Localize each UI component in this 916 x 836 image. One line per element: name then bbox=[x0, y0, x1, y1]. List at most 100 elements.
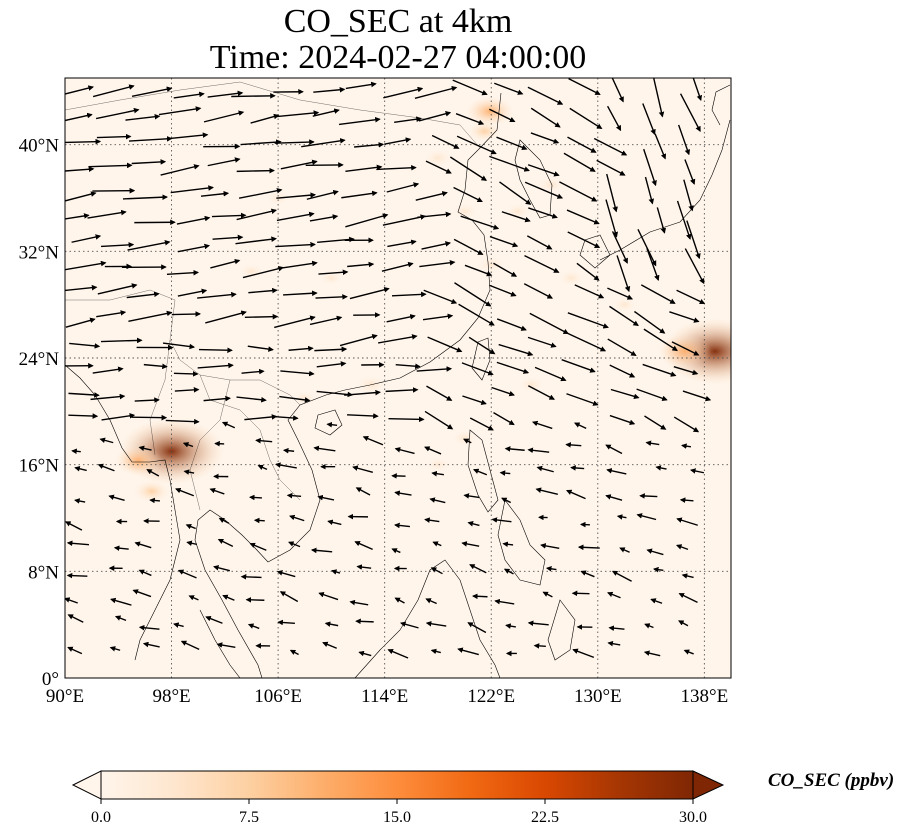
wind-vector bbox=[158, 106, 202, 116]
wind-vector bbox=[341, 190, 378, 199]
concentration-hotspot bbox=[399, 523, 424, 539]
wind-vector bbox=[354, 141, 385, 148]
wind-vector bbox=[616, 255, 631, 293]
wind-vector bbox=[200, 190, 230, 197]
wind-vector bbox=[455, 113, 485, 126]
concentration-hotspot bbox=[450, 429, 479, 447]
wind-vector bbox=[423, 289, 458, 304]
gridlines bbox=[65, 78, 731, 678]
wind-vector bbox=[611, 231, 628, 264]
wind-vector bbox=[68, 413, 99, 419]
wind-vector bbox=[645, 440, 660, 447]
colorbar-tick-label: 0.0 bbox=[91, 809, 111, 826]
wind-vector bbox=[108, 494, 125, 502]
wind-vector bbox=[429, 497, 446, 504]
lon-tick-label: 106°E bbox=[254, 686, 302, 707]
wind-vector bbox=[240, 139, 282, 146]
wind-vector bbox=[425, 160, 452, 174]
map-frame bbox=[64, 77, 732, 679]
wind-vector bbox=[213, 565, 231, 572]
wind-vector bbox=[642, 103, 656, 136]
wind-vector bbox=[138, 445, 152, 452]
wind-vector bbox=[491, 386, 515, 397]
colorbar-tick-label: 30.0 bbox=[679, 809, 707, 826]
wind-vector bbox=[345, 164, 383, 173]
wind-vector bbox=[606, 173, 618, 213]
wind-vector bbox=[607, 640, 621, 647]
wind-vector bbox=[316, 390, 354, 398]
wind-vector bbox=[605, 444, 623, 455]
wind-vector bbox=[238, 187, 283, 199]
wind-vector bbox=[644, 415, 667, 430]
wind-vector bbox=[248, 494, 262, 501]
wind-vector bbox=[146, 469, 160, 477]
coastline-philippines bbox=[467, 429, 576, 661]
wind-vector bbox=[203, 110, 245, 123]
lon-tick-label: 122°E bbox=[467, 686, 515, 707]
wind-vector bbox=[318, 269, 349, 276]
wind-vector bbox=[282, 447, 295, 454]
wind-vector bbox=[524, 254, 560, 273]
wind-vector bbox=[71, 234, 102, 243]
wind-vector bbox=[504, 446, 525, 452]
concentration-hotspot bbox=[586, 443, 610, 459]
wind-vector bbox=[540, 543, 560, 550]
coastline-hainan bbox=[314, 409, 343, 436]
wind-vector bbox=[453, 238, 484, 255]
wind-vector bbox=[493, 411, 515, 426]
colorbar-max-extend bbox=[692, 770, 725, 800]
wind-vector bbox=[280, 370, 315, 377]
wind-vector bbox=[616, 514, 627, 520]
wind-vector bbox=[606, 105, 622, 132]
wind-vector bbox=[684, 248, 705, 285]
wind-vector bbox=[467, 622, 487, 634]
wind-vector bbox=[456, 135, 497, 155]
wind-vector bbox=[244, 414, 278, 421]
wind-vector bbox=[207, 157, 241, 167]
wind-vector bbox=[533, 643, 546, 649]
wind-vector bbox=[173, 91, 205, 99]
wind-vector bbox=[686, 220, 701, 260]
wind-vector bbox=[566, 332, 607, 352]
wind-vector bbox=[654, 133, 667, 160]
wind-vector bbox=[449, 156, 487, 181]
wind-vector bbox=[288, 541, 301, 548]
wind-vector bbox=[605, 199, 619, 238]
wind-vector bbox=[498, 343, 534, 357]
wind-vector bbox=[656, 207, 666, 234]
wind-vector bbox=[276, 211, 315, 222]
wind-vector bbox=[92, 84, 135, 98]
wind-vector bbox=[679, 93, 701, 133]
wind-vector bbox=[185, 523, 196, 530]
wind-vector bbox=[253, 517, 265, 524]
wind-vector bbox=[100, 337, 143, 344]
lat-tick-label: 0° bbox=[42, 669, 59, 690]
wind-vector bbox=[326, 421, 338, 428]
wind-vector bbox=[634, 310, 666, 334]
wind-vector bbox=[349, 599, 369, 606]
wind-vector bbox=[198, 347, 233, 354]
wind-vector bbox=[574, 284, 605, 299]
wind-vector bbox=[138, 624, 160, 631]
wind-vector bbox=[593, 137, 628, 156]
wind-vector bbox=[316, 361, 347, 368]
wind-vector bbox=[567, 136, 597, 153]
wind-vector bbox=[496, 361, 530, 374]
wind-vector bbox=[352, 465, 374, 474]
concentration-hotspot bbox=[238, 263, 265, 280]
wind-vector bbox=[424, 410, 454, 430]
wind-vector bbox=[275, 241, 316, 248]
wind-vector bbox=[611, 78, 624, 103]
concentration-hotspot bbox=[450, 202, 479, 221]
wind-vector bbox=[96, 133, 132, 140]
wind-vector bbox=[248, 287, 278, 294]
wind-vector bbox=[605, 494, 623, 501]
wind-vector bbox=[637, 228, 657, 267]
wind-vector bbox=[203, 395, 231, 402]
wind-vector bbox=[306, 189, 339, 200]
wind-vector bbox=[607, 338, 637, 356]
colorbar-gradient bbox=[100, 770, 694, 800]
wind-vector bbox=[205, 615, 223, 624]
coastline-borneo bbox=[354, 559, 501, 678]
